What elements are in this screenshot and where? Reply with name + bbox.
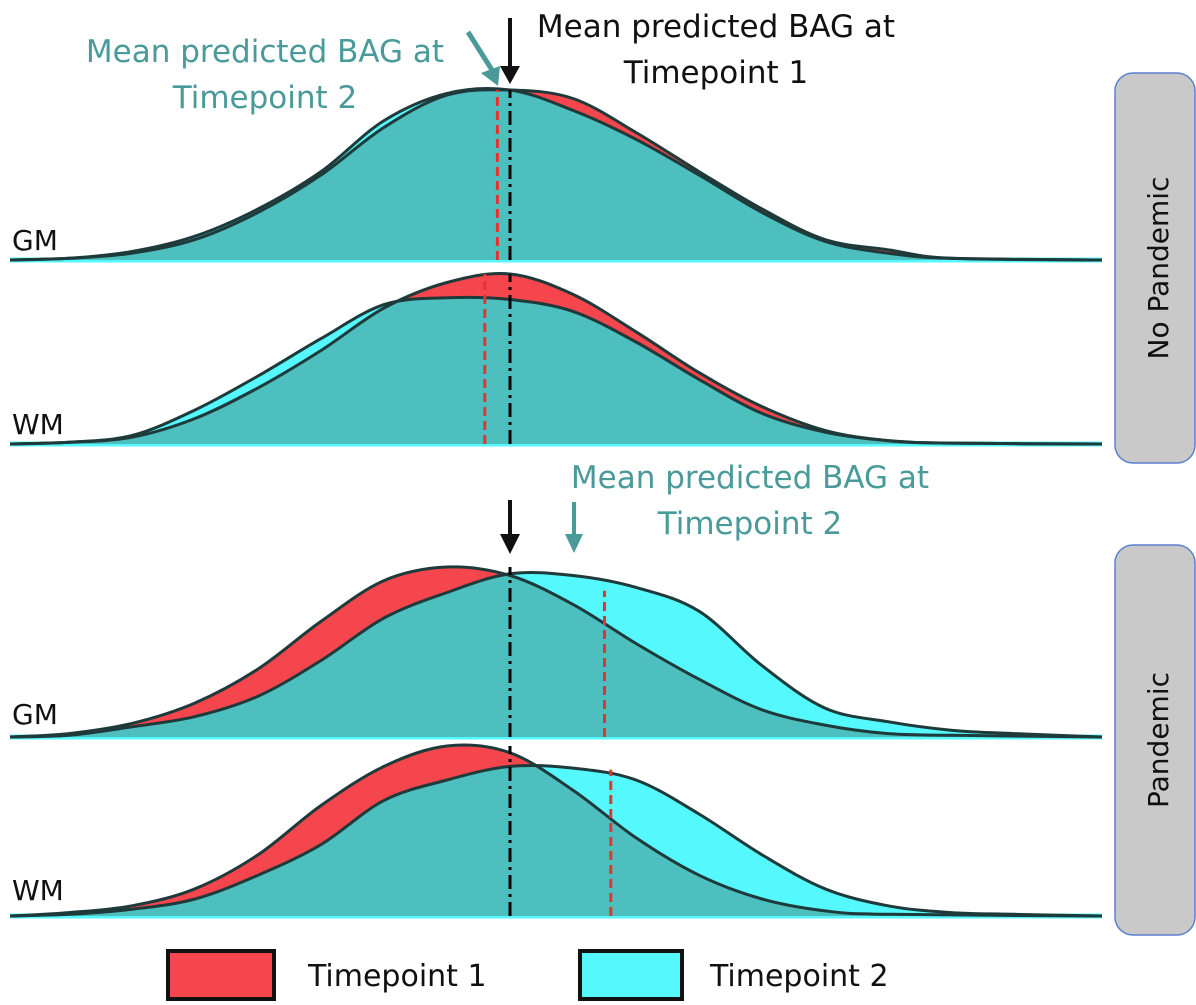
density-overlap-pandemic-gm (10, 572, 1102, 737)
arrow-pandemic-tp2 (565, 502, 583, 553)
panel-no-pandemic-wm (9, 272, 1103, 447)
annotation-no-pandemic-tp2: Mean predicted BAG at Timepoint 2 (86, 34, 444, 116)
outline-timepoint2-pandemic-gm (9, 571, 1103, 739)
outline-timepoint1-pandemic-gm (9, 565, 1103, 739)
legend-swatch-timepoint2 (578, 949, 684, 1001)
density-overlap-no-pandemic-wm (10, 297, 1102, 444)
row-label-no-pandemic-gm: GM (12, 224, 58, 257)
outline-timepoint2-no-pandemic-wm (9, 295, 1103, 446)
legend-label-timepoint1: Timepoint 1 (307, 959, 487, 994)
panel-pandemic-wm (9, 743, 1103, 919)
legend: Timepoint 1 Timepoint 2 (166, 949, 889, 1001)
outline-timepoint1-no-pandemic-gm (9, 88, 1103, 262)
outline-timepoint2-no-pandemic-gm (9, 87, 1103, 262)
row-label-no-pandemic-wm: WM (12, 408, 64, 441)
annotations: Mean predicted BAG at Timepoint 2 Mean pre… (86, 9, 929, 542)
legend-swatch-timepoint1 (166, 949, 276, 1001)
annotation-pandemic-tp2: Mean predicted BAG at Timepoint 2 (571, 460, 929, 542)
row-label-pandemic-gm: GM (12, 698, 58, 731)
facet-strip-no-pandemic: No Pandemic (1114, 72, 1196, 464)
outline-timepoint1-pandemic-wm (9, 743, 1103, 918)
density-panels (9, 87, 1103, 919)
density-overlap-pandemic-wm (10, 765, 1102, 916)
legend-label-timepoint2: Timepoint 2 (709, 959, 889, 994)
facet-strip-pandemic: Pandemic (1114, 544, 1196, 936)
density-overlap-no-pandemic-gm (10, 89, 1102, 260)
row-label-pandemic-wm: WM (12, 874, 64, 907)
arrow-pandemic-tp1 (500, 500, 520, 554)
arrow-no-pandemic-tp1 (500, 18, 520, 84)
facet-label-pandemic: Pandemic (1142, 672, 1175, 808)
panel-no-pandemic-gm (9, 87, 1103, 263)
outline-timepoint2-pandemic-wm (9, 763, 1103, 918)
facet-label-no-pandemic: No Pandemic (1142, 177, 1175, 360)
panel-pandemic-gm (9, 565, 1103, 740)
annotation-no-pandemic-tp1: Mean predicted BAG at Timepoint 1 (537, 9, 895, 91)
arrow-no-pandemic-tp2 (465, 30, 500, 86)
